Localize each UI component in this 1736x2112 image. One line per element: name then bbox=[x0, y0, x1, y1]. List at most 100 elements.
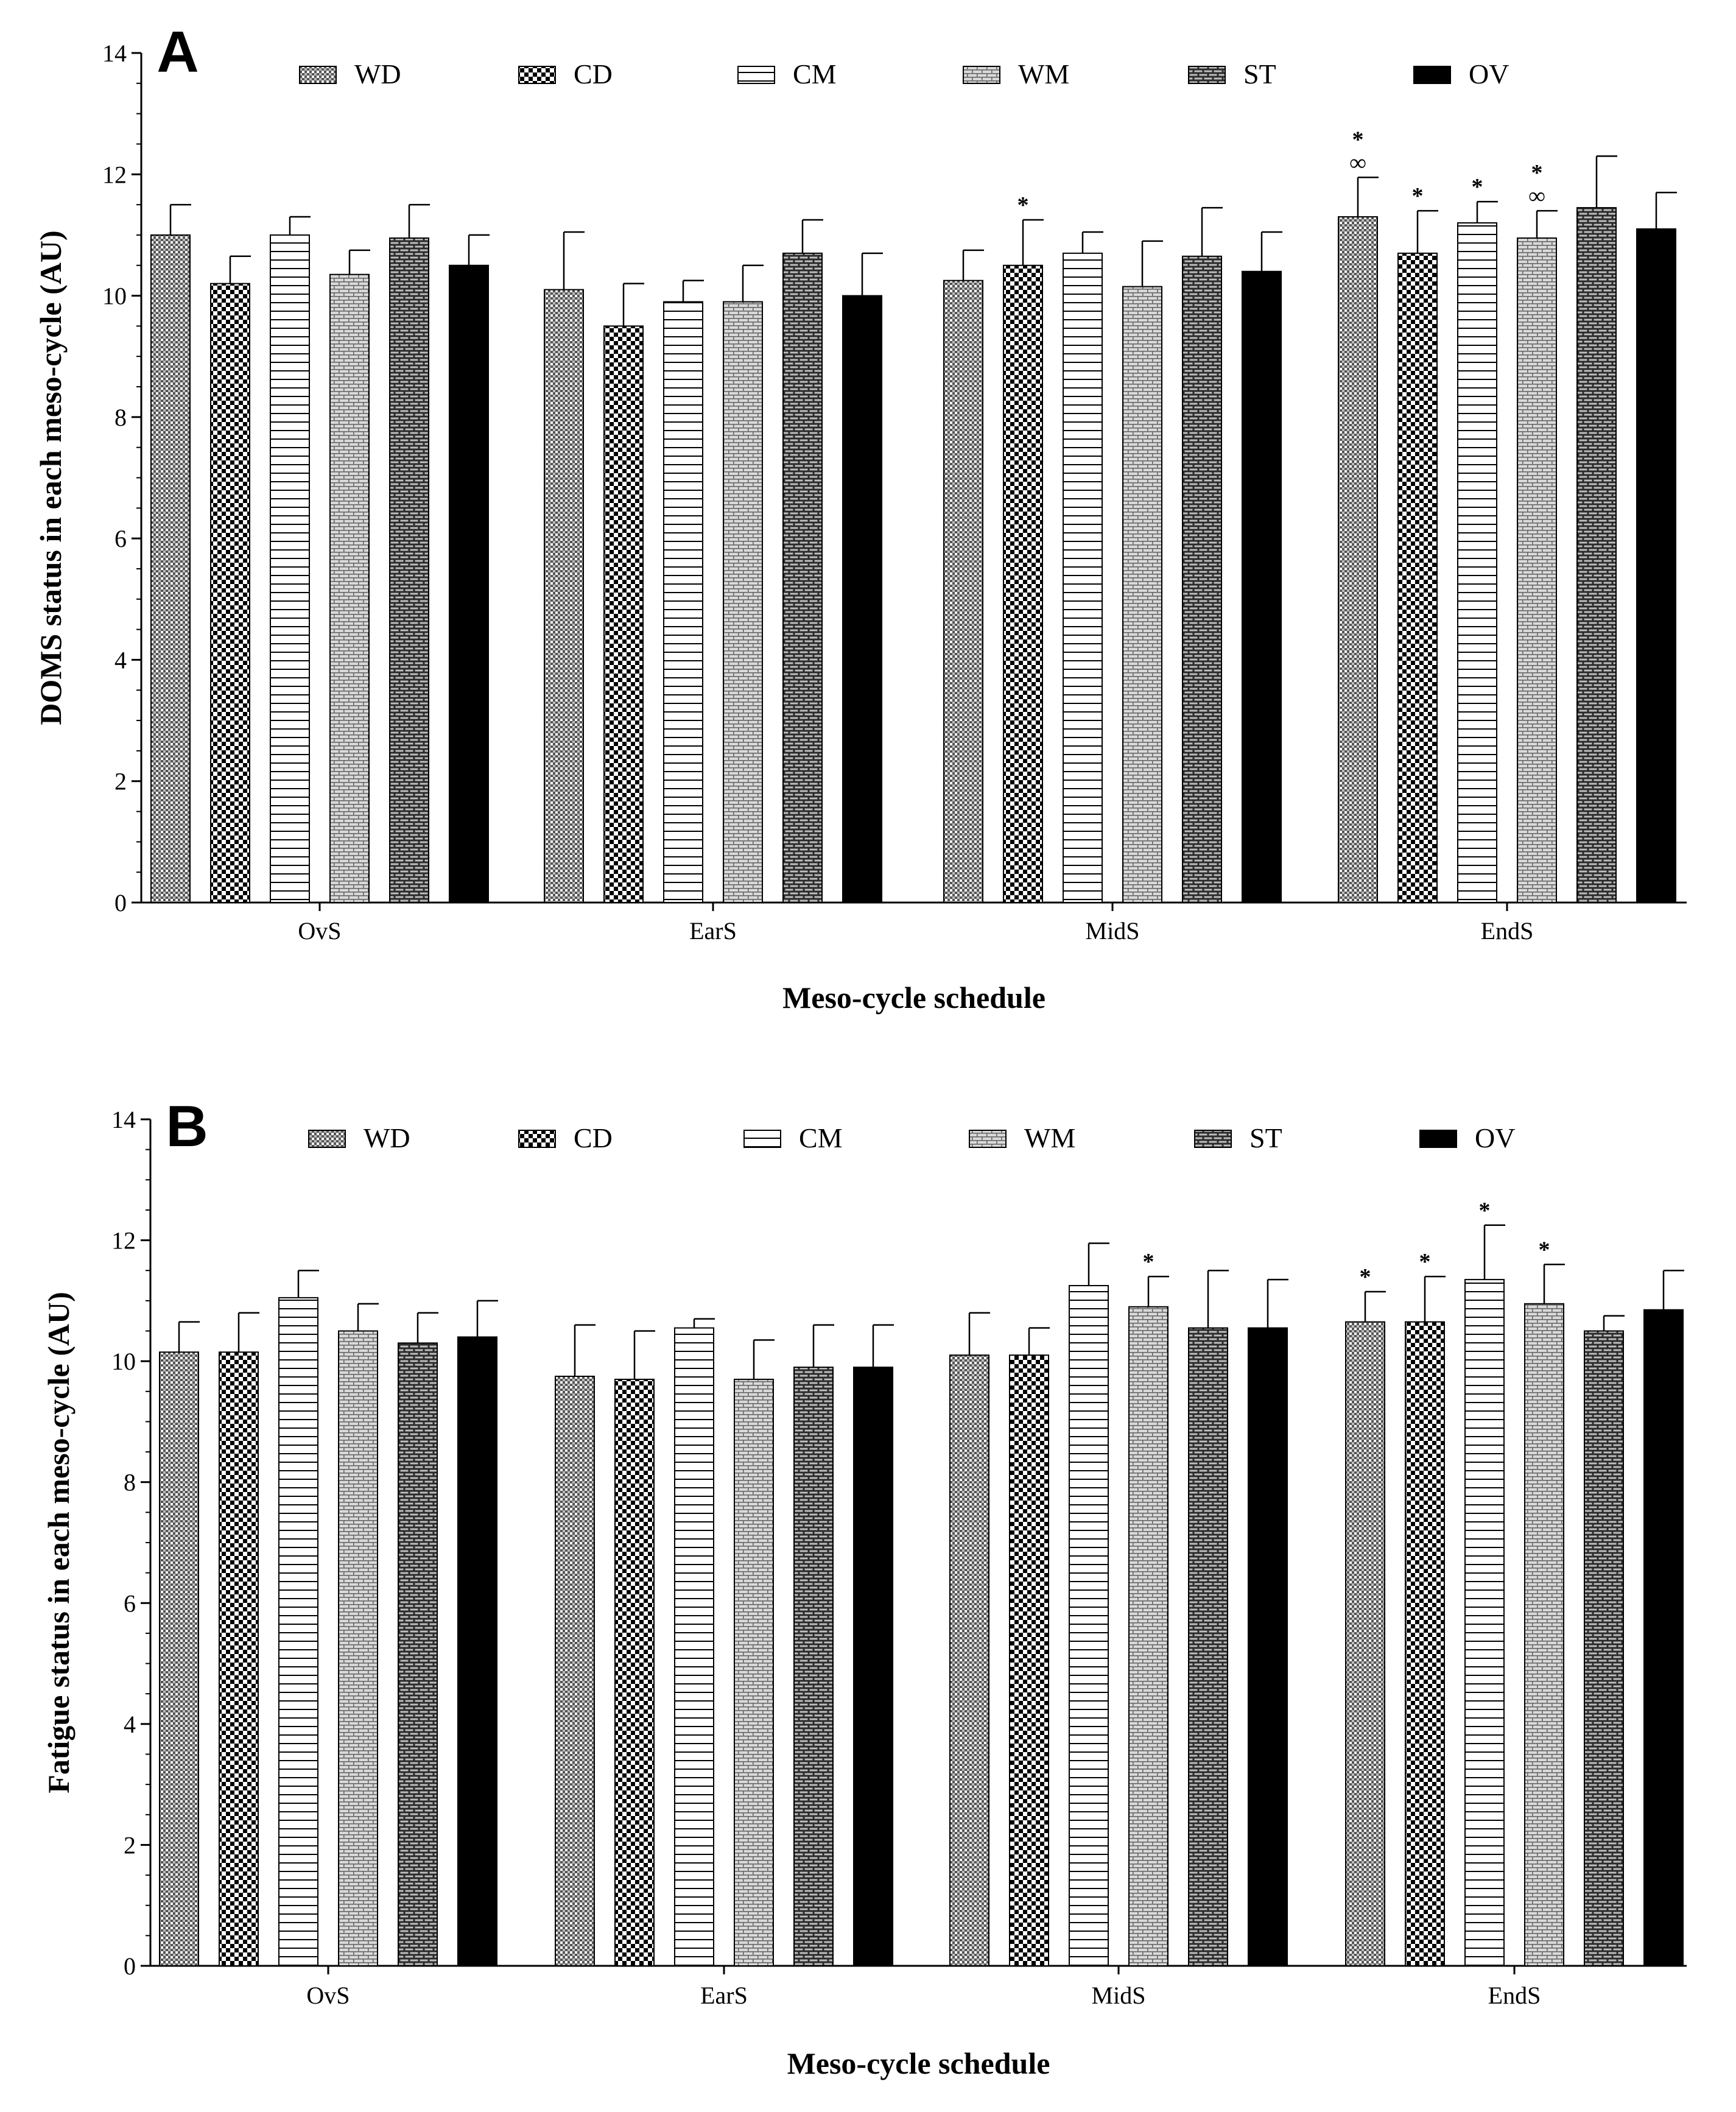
significance-mark: * bbox=[1419, 1249, 1431, 1275]
x-axis-title-b: Meso-cycle schedule bbox=[787, 2046, 1050, 2080]
x-tick-label-ends: EndS bbox=[1488, 1982, 1541, 2009]
significance-mark: * bbox=[1479, 1198, 1491, 1223]
bar-b-mids-cd bbox=[1009, 1354, 1049, 1967]
legend-swatch-cm bbox=[737, 66, 775, 84]
bar-b-ovs-wm bbox=[338, 1330, 378, 1966]
bar-b-ends-wm bbox=[1524, 1303, 1564, 1967]
bar-a-mids-wd bbox=[943, 280, 983, 903]
y-tick-label: 4 bbox=[124, 1711, 136, 1738]
bar-a-ears-cd bbox=[603, 325, 644, 903]
bar-b-mids-wm bbox=[1128, 1306, 1168, 1966]
legend-label-wm: WM bbox=[1024, 1122, 1075, 1153]
bar-a-mids-ov bbox=[1242, 270, 1282, 904]
bar-b-mids-st bbox=[1188, 1327, 1228, 1966]
bar-b-ends-cd bbox=[1405, 1321, 1445, 1966]
legend-label-cm: CM bbox=[799, 1122, 843, 1153]
bar-a-mids-cm bbox=[1063, 252, 1103, 904]
bar-b-ends-st bbox=[1584, 1330, 1624, 1966]
y-axis-title-b: Fatigue status in each meso-cycle (AU) bbox=[41, 1292, 76, 1793]
bar-b-mids-ov bbox=[1248, 1327, 1288, 1966]
legend-label-wm: WM bbox=[1018, 58, 1069, 90]
y-tick-label: 2 bbox=[114, 768, 127, 795]
x-axis-title-a: Meso-cycle schedule bbox=[782, 980, 1045, 1015]
bar-a-ends-st bbox=[1576, 207, 1617, 904]
bar-a-ends-cm bbox=[1457, 222, 1497, 903]
significance-mark: * bbox=[1360, 1264, 1371, 1290]
bar-b-ears-wd bbox=[555, 1375, 595, 1967]
bar-a-ears-wd bbox=[544, 289, 584, 904]
legend-swatch-cm bbox=[743, 1130, 781, 1148]
legend-swatch-wm bbox=[963, 66, 1000, 84]
legend-label-ov: OV bbox=[1469, 58, 1509, 90]
legend-swatch-cd bbox=[518, 1130, 556, 1148]
x-tick-label-mids: MidS bbox=[1092, 1982, 1146, 2009]
bar-a-mids-wm bbox=[1122, 286, 1162, 903]
x-tick-label-ears: EarS bbox=[700, 1982, 748, 2009]
bar-a-ends-ov bbox=[1636, 228, 1676, 904]
legend-swatch-st bbox=[1188, 66, 1226, 84]
bar-b-ends-cm bbox=[1464, 1279, 1505, 1966]
bar-b-mids-cm bbox=[1069, 1285, 1109, 1966]
bar-a-ovs-cd bbox=[210, 283, 250, 903]
significance-mark: * bbox=[1017, 192, 1029, 218]
legend-swatch-ov bbox=[1413, 66, 1451, 84]
significance-mark: * bbox=[1472, 174, 1483, 200]
legend-swatch-cd bbox=[518, 66, 556, 84]
x-tick-label-ears: EarS bbox=[689, 917, 737, 945]
bar-a-ends-cd bbox=[1397, 252, 1438, 904]
bar-a-ends-wd bbox=[1338, 216, 1378, 903]
y-tick-label: 10 bbox=[102, 283, 127, 310]
bar-b-ears-st bbox=[793, 1367, 834, 1967]
bar-a-ovs-cm bbox=[270, 234, 310, 903]
panel-label-a: A bbox=[156, 19, 199, 85]
legend-label-cd: CD bbox=[574, 58, 613, 90]
significance-mark: ∞ bbox=[1349, 150, 1366, 175]
bar-b-ovs-cm bbox=[278, 1297, 318, 1966]
bar-b-ovs-st bbox=[398, 1342, 438, 1967]
bar-b-ends-ov bbox=[1643, 1309, 1684, 1966]
legend-label-cm: CM bbox=[793, 58, 837, 90]
bar-b-ovs-wd bbox=[159, 1351, 199, 1966]
bar-b-ovs-ov bbox=[457, 1336, 497, 1966]
significance-mark: * bbox=[1539, 1237, 1550, 1262]
significance-mark: * bbox=[1531, 160, 1543, 186]
significance-mark: * bbox=[1143, 1249, 1154, 1275]
bar-b-mids-wd bbox=[949, 1354, 989, 1967]
bar-a-ears-st bbox=[782, 252, 823, 904]
bar-a-mids-cd bbox=[1003, 264, 1043, 903]
y-tick-label: 8 bbox=[114, 404, 127, 431]
bar-b-ears-cd bbox=[614, 1378, 655, 1966]
chart-panel-b: 0 2 4 6 8 10 12 14 OvS EarS * MidS * * * * EndS B WD CD CM WM… bbox=[41, 1094, 1687, 2080]
y-tick-label: 0 bbox=[124, 1952, 136, 1980]
significance-mark: * bbox=[1352, 127, 1364, 152]
x-tick-label-ovs: OvS bbox=[306, 1982, 350, 2009]
legend-swatch-wd bbox=[299, 66, 337, 84]
y-tick-label: 6 bbox=[124, 1589, 136, 1617]
legend-label-st: ST bbox=[1249, 1122, 1282, 1153]
legend-label-wd: WD bbox=[354, 58, 401, 90]
bar-a-ears-cm bbox=[663, 301, 703, 903]
legend-label-st: ST bbox=[1243, 58, 1276, 90]
x-tick-label-ovs: OvS bbox=[298, 917, 341, 945]
bar-a-mids-st bbox=[1182, 255, 1222, 903]
legend-swatch-wd bbox=[308, 1130, 346, 1148]
bar-b-ovs-cd bbox=[219, 1351, 259, 1966]
y-tick-label: 4 bbox=[114, 646, 127, 674]
bar-a-ears-ov bbox=[842, 295, 882, 904]
y-tick-label: 12 bbox=[102, 161, 127, 188]
bar-b-ears-wm bbox=[734, 1378, 774, 1966]
legend-label-cd: CD bbox=[574, 1122, 613, 1153]
legend-label-wd: WD bbox=[364, 1122, 410, 1153]
bar-b-ears-ov bbox=[853, 1367, 893, 1967]
legend-swatch-wm bbox=[969, 1130, 1007, 1148]
y-tick-label: 0 bbox=[114, 889, 127, 917]
bar-b-ends-wd bbox=[1345, 1321, 1385, 1966]
y-tick-label: 14 bbox=[102, 40, 127, 67]
y-tick-label: 12 bbox=[111, 1227, 136, 1255]
significance-mark: * bbox=[1412, 183, 1424, 209]
y-axis-title-a: DOMS status in each meso-cycle (AU) bbox=[33, 230, 68, 725]
bar-a-ovs-ov bbox=[449, 264, 489, 903]
bar-a-ovs-wm bbox=[329, 273, 370, 904]
